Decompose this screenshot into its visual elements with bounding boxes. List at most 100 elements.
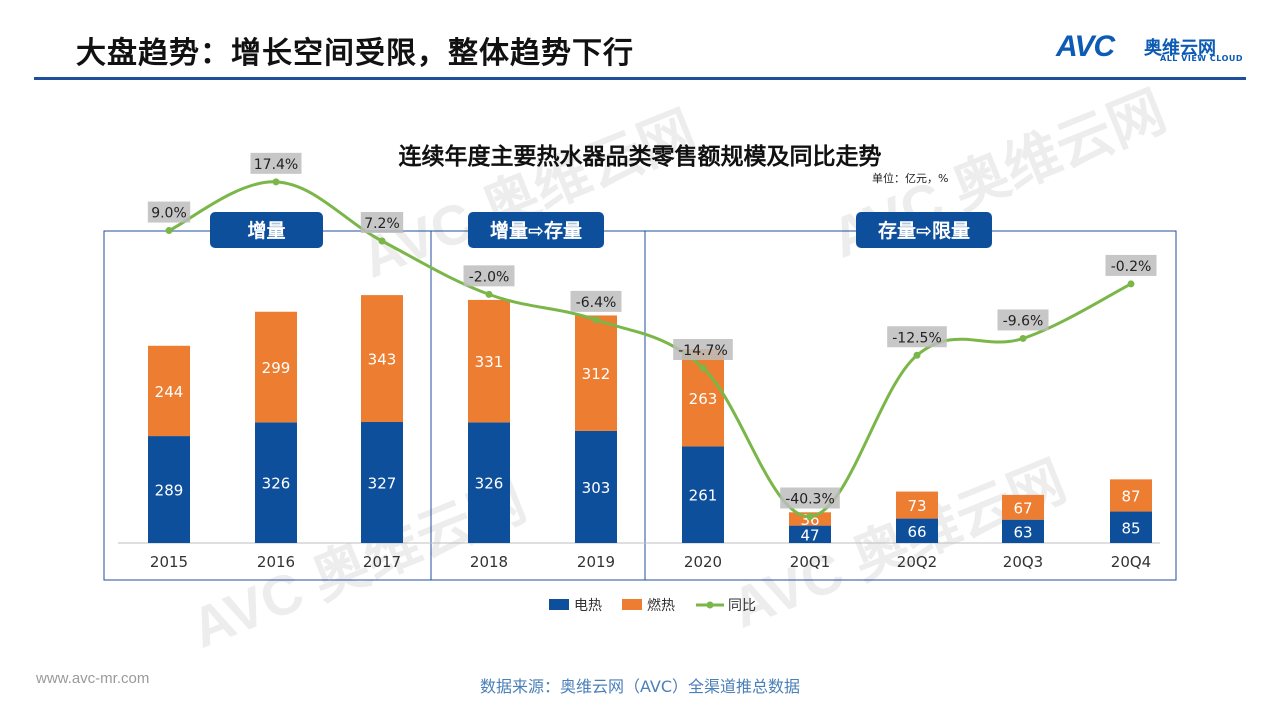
x-tick-20Q4: 20Q4 [1111,553,1151,571]
yoy-label-20Q4: -0.2% [1111,259,1152,275]
legend-marker-yoy [706,601,714,609]
label-electric-2018: 326 [475,475,504,493]
yoy-point-2016 [272,178,280,186]
logo-main-text: AVC [1056,30,1115,63]
bar-gas-2015 [148,345,190,437]
legend-swatch-electric [549,599,569,610]
label-gas-20Q4: 87 [1121,487,1140,505]
label-gas-2016: 299 [262,359,291,377]
yoy-label-bg-20Q3 [997,309,1049,331]
yoy-label-2020: -14.7% [678,343,728,359]
yoy-label-bg-2020 [673,339,733,361]
label-electric-2016: 326 [262,475,291,493]
panel-badge-3 [856,212,992,248]
bar-gas-2019 [575,315,617,431]
label-electric-20Q3: 63 [1013,523,1032,541]
bar-electric-20Q3 [1002,519,1044,543]
legend-label-yoy: 同比 [728,598,756,614]
data-source: 数据来源：奥维云网（AVC）全渠道推总数据 [479,677,801,696]
yoy-point-20Q4 [1127,280,1135,288]
bar-electric-2016 [255,422,297,543]
bar-gas-20Q3 [1002,494,1044,520]
legend-swatch-gas [622,599,642,610]
label-gas-2019: 312 [582,365,611,383]
chart-title: 连续年度主要热水器品类零售额规模及同比走势 [398,144,882,170]
label-electric-20Q4: 85 [1121,519,1140,537]
yoy-label-2015: 9.0% [151,206,187,222]
bar-electric-20Q4 [1110,511,1152,543]
bar-gas-2018 [468,299,510,423]
yoy-point-2020 [699,364,707,372]
bar-gas-2017 [361,295,403,423]
bar-electric-2015 [148,436,190,543]
label-gas-2017: 343 [368,351,397,369]
yoy-label-2019: -6.4% [576,295,617,311]
bar-electric-2020 [682,446,724,543]
label-electric-2017: 327 [368,475,397,493]
yoy-point-20Q2 [913,351,921,359]
yoy-label-bg-2018 [463,265,515,287]
yoy-label-2017: 7.2% [364,216,400,232]
panel-badge-label-2: 增量⇨存量 [490,219,582,242]
bar-gas-20Q4 [1110,479,1152,512]
yoy-label-2016: 17.4% [254,157,298,173]
yoy-label-bg-2016 [250,152,302,174]
bar-electric-20Q1 [789,525,831,543]
x-tick-2015: 2015 [150,553,188,571]
yoy-point-2019 [592,316,600,324]
x-tick-2017: 2017 [363,553,401,571]
bar-electric-2019 [575,430,617,543]
x-tick-2018: 2018 [470,553,508,571]
yoy-point-2015 [165,227,173,235]
yoy-label-bg-20Q4 [1105,254,1157,276]
unit-label: 单位：亿元，% [872,172,949,185]
x-tick-20Q1: 20Q1 [790,553,830,571]
yoy-label-20Q3: -9.6% [1003,313,1044,329]
panel-badge-2 [468,212,604,248]
yoy-label-bg-2015 [147,201,191,223]
label-electric-2019: 303 [582,479,611,497]
page-title: 大盘趋势：增长空间受限，整体趋势下行 [76,36,634,71]
x-tick-2016: 2016 [257,553,295,571]
label-electric-2020: 261 [689,487,718,505]
yoy-label-20Q2: -12.5% [892,330,942,346]
label-gas-20Q3: 67 [1013,499,1032,517]
yoy-point-2017 [378,237,386,245]
label-electric-20Q2: 66 [907,523,926,541]
bar-electric-2018 [468,422,510,543]
legend-label-gas: 燃热 [647,597,675,614]
yoy-label-20Q1: -40.3% [785,492,835,508]
x-tick-2019: 2019 [577,553,615,571]
logo-en-text: ALL VIEW CLOUD [1160,54,1244,63]
bar-gas-20Q2 [896,491,938,519]
yoy-point-20Q3 [1019,334,1027,342]
yoy-label-bg-2017 [360,212,404,233]
bar-electric-20Q2 [896,518,938,543]
panel-badge-label-1: 增量 [247,219,285,242]
label-electric-20Q1: 47 [800,526,819,544]
bar-electric-2017 [361,422,403,543]
legend-label-electric: 电热 [574,598,602,614]
label-gas-2015: 244 [155,383,184,401]
avc-logo: AVC 奥维云网 ALL VIEW CLOUD [1056,30,1246,70]
x-tick-20Q2: 20Q2 [897,553,937,571]
x-tick-20Q3: 20Q3 [1003,553,1043,571]
panel-badge-1 [210,212,323,248]
label-gas-2018: 331 [475,353,504,371]
yoy-point-2018 [485,290,493,298]
yoy-label-2018: -2.0% [469,269,510,285]
yoy-point-20Q1 [806,513,814,520]
logo-cn-text: 奥维云网 [1144,38,1216,59]
header-divider [34,77,1246,80]
yoy-label-bg-20Q1 [780,487,840,509]
footer-url[interactable]: www.avc-mr.com [36,670,150,687]
bar-gas-2016 [255,311,297,423]
yoy-label-bg-20Q2 [887,326,947,348]
label-gas-20Q2: 73 [907,497,926,515]
panel-badge-label-3: 存量⇨限量 [878,219,970,242]
x-tick-2020: 2020 [684,553,722,571]
yoy-label-bg-2019 [570,290,622,312]
label-gas-2020: 263 [689,390,718,408]
label-electric-2015: 289 [155,482,184,500]
